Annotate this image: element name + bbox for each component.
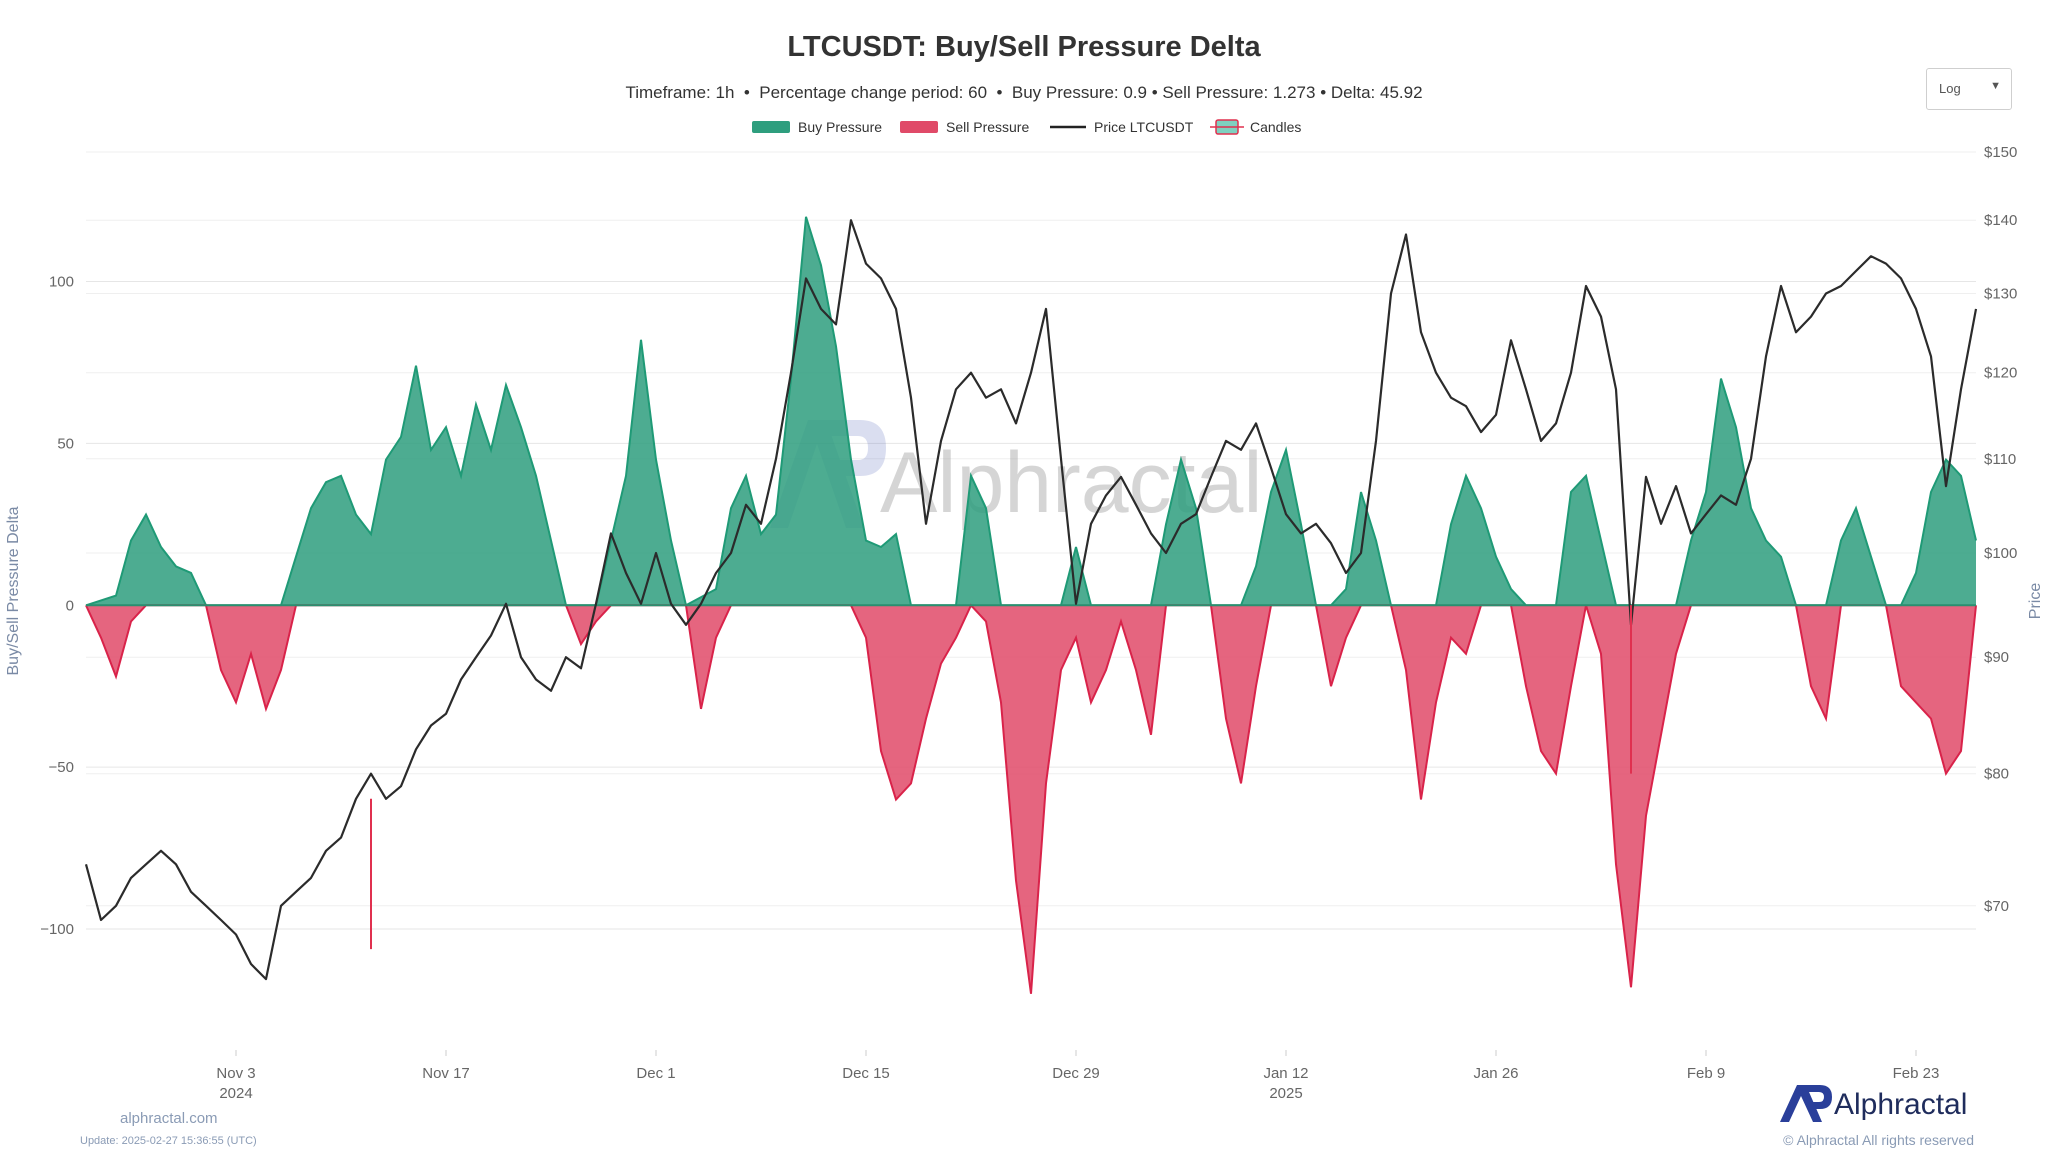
footer-copyright: © Alphractal All rights reserved [1783, 1132, 1974, 1148]
x-tick-label: Feb 9 [1687, 1065, 1725, 1082]
legend-swatch-buy [752, 121, 790, 133]
x-tick-label: Jan 12 [1263, 1065, 1308, 1082]
price-layer [84, 219, 1978, 981]
right-tick-label: $90 [1984, 649, 2009, 666]
watermark-text: Alphractal [880, 435, 1262, 531]
left-tick-label: 0 [66, 597, 74, 614]
series-price-line[interactable] [84, 219, 1978, 981]
scale-select[interactable]: Log ▼ [1926, 68, 2012, 110]
series-buy-pressure-area[interactable] [86, 216, 1976, 606]
right-tick-label: $140 [1984, 212, 2017, 229]
left-tick-label: 50 [57, 435, 74, 452]
right-tick-label: $100 [1984, 545, 2017, 562]
legend: Buy Pressure Sell Pressure Price LTCUSDT… [752, 119, 1301, 135]
y-axis-left-title: Buy/Sell Pressure Delta [5, 506, 22, 675]
right-tick-label: $70 [1984, 898, 2009, 915]
brand-logo-text: Alphractal [1834, 1088, 1967, 1121]
legend-label-sell: Sell Pressure [946, 119, 1029, 135]
chart-subtitle: Timeframe: 1h • Percentage change period… [625, 83, 1422, 102]
x-tick-label: Nov 3 [216, 1065, 255, 1082]
legend-item-sell-pressure[interactable]: Sell Pressure [900, 119, 1029, 135]
legend-swatch-sell [900, 121, 938, 133]
x-tick-label: Jan 26 [1473, 1065, 1518, 1082]
axis-layer: 100 50 0 −50 −100 $150 $140 $130 $120 $110 $100 $90… [5, 144, 2044, 1102]
left-tick-label: 100 [49, 274, 74, 291]
x-year-label: 2024 [219, 1085, 252, 1102]
footer-site[interactable]: alphractal.com [120, 1110, 218, 1127]
left-tick-label: −50 [49, 759, 74, 776]
x-tick-label: Dec 1 [636, 1065, 675, 1082]
series-sell-pressure-area[interactable] [86, 605, 1976, 994]
right-tick-label: $150 [1984, 144, 2017, 161]
right-tick-label: $120 [1984, 365, 2017, 382]
chart-title: LTCUSDT: Buy/Sell Pressure Delta [787, 31, 1261, 63]
x-tick-label: Dec 29 [1052, 1065, 1100, 1082]
legend-label-price: Price LTCUSDT [1094, 119, 1194, 135]
left-tick-label: −100 [40, 921, 74, 938]
brand-logo: Alphractal [1780, 1085, 1967, 1122]
x-tick-label: Feb 23 [1893, 1065, 1940, 1082]
legend-label-candles: Candles [1250, 119, 1301, 135]
legend-item-price[interactable]: Price LTCUSDT [1050, 119, 1194, 135]
legend-item-buy-pressure[interactable]: Buy Pressure [752, 119, 882, 135]
x-tick-label: Dec 15 [842, 1065, 890, 1082]
footer-updated: Update: 2025-02-27 15:36:55 (UTC) [80, 1135, 257, 1147]
legend-item-candles[interactable]: Candles [1210, 119, 1301, 135]
legend-label-buy: Buy Pressure [798, 119, 882, 135]
brand-logo-icon [1780, 1085, 1832, 1122]
chevron-down-icon: ▼ [1990, 80, 2001, 92]
right-tick-label: $130 [1984, 286, 2017, 303]
series-buy-pressure-line [85, 216, 1977, 607]
footer: alphractal.com Update: 2025-02-27 15:36:… [80, 1085, 1974, 1148]
area-layer [85, 216, 1977, 994]
y-axis-right-title: Price [2027, 583, 2044, 620]
x-tick-label: Nov 17 [422, 1065, 470, 1082]
scale-select-value: Log [1939, 81, 1961, 96]
right-tick-label: $80 [1984, 766, 2009, 783]
x-year-label: 2025 [1269, 1085, 1302, 1102]
right-tick-label: $110 [1984, 451, 2016, 468]
